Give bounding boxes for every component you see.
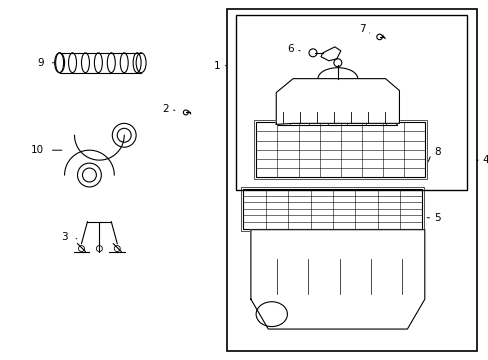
Bar — [254, 120, 427, 179]
Text: 8: 8 — [433, 147, 440, 157]
Bar — [256, 122, 425, 177]
Text: 4: 4 — [482, 155, 488, 165]
Text: 9: 9 — [37, 58, 43, 68]
Text: 1: 1 — [214, 61, 220, 71]
Bar — [243, 189, 422, 229]
Text: 2: 2 — [162, 104, 168, 114]
Text: 10: 10 — [31, 145, 43, 155]
Text: 3: 3 — [61, 231, 67, 242]
Bar — [226, 9, 476, 351]
Text: 6: 6 — [287, 44, 293, 54]
Text: 5: 5 — [433, 213, 440, 223]
Bar — [241, 187, 424, 231]
Text: 7: 7 — [358, 24, 365, 34]
Polygon shape — [250, 230, 424, 329]
Polygon shape — [276, 78, 399, 124]
Bar — [236, 15, 466, 190]
